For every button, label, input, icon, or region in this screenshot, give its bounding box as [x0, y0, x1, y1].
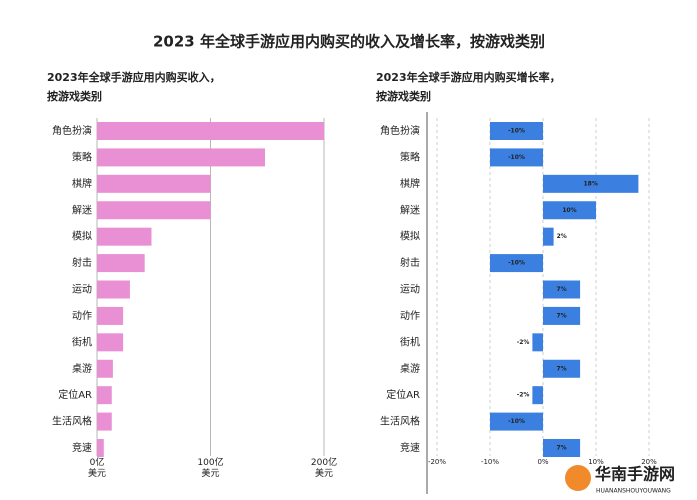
bar [97, 386, 112, 405]
x-tick-label: -10% [481, 458, 499, 466]
category-label: 动作 [72, 310, 92, 322]
value-label: -10% [508, 154, 525, 161]
category-label: 棋牌 [72, 177, 92, 190]
bar [97, 412, 112, 431]
bar [543, 306, 581, 325]
bar [490, 412, 543, 431]
watermark: 华南手游网 HUANANSHOUYOUWANG [565, 465, 675, 495]
chart-title: 2023年全球手游应用内购买增长率，按游戏类别 [376, 70, 561, 103]
value-label: -2% [517, 339, 530, 346]
category-label: 运动 [400, 284, 420, 296]
bar [543, 227, 554, 246]
category-label: 桌游 [72, 362, 92, 375]
bar [543, 174, 639, 193]
value-label: 7% [556, 312, 566, 319]
category-label: 射击 [400, 257, 420, 269]
value-label: -2% [517, 392, 530, 399]
x-tick-label: 100亿美元 [197, 456, 223, 479]
category-label: 棋牌 [400, 177, 420, 190]
value-label: 7% [556, 286, 566, 293]
page-title: 2023 年全球手游应用内购买的收入及增长率，按游戏类别 [153, 33, 545, 51]
value-label: 18% [584, 180, 598, 187]
bar [543, 439, 581, 457]
category-label: 竞速 [400, 441, 420, 454]
category-label: 角色扮演 [52, 124, 92, 137]
x-tick-label: 0% [537, 458, 548, 466]
x-tick-label: 200亿美元 [311, 456, 337, 479]
x-tick-label: 0亿美元 [88, 456, 106, 479]
watermark-text: 华南手游网 [595, 465, 675, 484]
bar [97, 254, 145, 273]
category-label: 竞速 [72, 441, 92, 454]
category-label: 定位AR [386, 388, 420, 401]
category-label: 动作 [400, 310, 420, 322]
x-tick-label: 20% [641, 458, 657, 466]
category-label: 街机 [72, 335, 92, 348]
bar [97, 306, 124, 325]
category-label: 街机 [400, 335, 420, 348]
bar [543, 359, 581, 378]
watermark-subtext: HUANANSHOUYOUWANG [596, 488, 671, 495]
category-label: 桌游 [400, 362, 420, 375]
bar [97, 201, 211, 220]
bar [97, 174, 211, 193]
bar [97, 122, 324, 140]
bar [532, 333, 543, 352]
value-label: -10% [508, 418, 525, 425]
bar [97, 359, 113, 378]
bar [490, 122, 543, 140]
category-label: 解迷 [72, 203, 92, 216]
bar [97, 439, 104, 457]
category-label: 策略 [72, 150, 92, 163]
category-label: 模拟 [72, 230, 92, 243]
watermark-logo [565, 465, 591, 491]
bar [543, 201, 596, 220]
category-label: 模拟 [400, 230, 420, 243]
bar [543, 280, 581, 299]
value-label: 10% [562, 207, 576, 214]
value-label: -10% [508, 260, 525, 267]
category-label: 角色扮演 [380, 124, 420, 137]
chart-title: 2023年全球手游应用内购买收入，按游戏类别 [47, 70, 221, 103]
bar [490, 254, 543, 273]
bar [97, 333, 124, 352]
bar [97, 227, 152, 246]
category-label: 生活风格 [52, 415, 92, 428]
value-label: 2% [557, 233, 567, 240]
bar [532, 386, 543, 405]
x-tick-label: 10% [588, 458, 604, 466]
value-label: -10% [508, 128, 525, 135]
category-label: 定位AR [58, 388, 92, 401]
category-label: 射击 [72, 257, 92, 269]
bar [97, 280, 130, 299]
bar [97, 148, 265, 167]
value-label: 7% [556, 365, 566, 372]
category-label: 解迷 [400, 203, 420, 216]
category-label: 生活风格 [380, 415, 420, 428]
value-label: 7% [556, 445, 566, 452]
bar [490, 148, 543, 167]
x-tick-label: -20% [428, 458, 446, 466]
category-label: 运动 [72, 284, 92, 296]
category-label: 策略 [400, 150, 420, 163]
